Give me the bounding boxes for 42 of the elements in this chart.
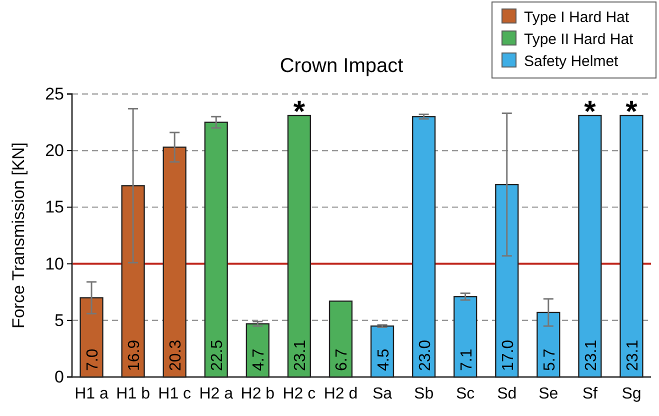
annotation: * bbox=[293, 96, 306, 129]
data-label: 5.7 bbox=[541, 348, 558, 371]
annotation: * bbox=[626, 96, 638, 129]
legend-label: Type II Hard Hat bbox=[524, 31, 634, 48]
data-label: 23.1 bbox=[582, 340, 600, 371]
x-tick-label: H2 d bbox=[324, 385, 358, 402]
x-tick-label: Sb bbox=[414, 385, 434, 402]
annotation: * bbox=[584, 96, 596, 129]
data-label: 20.3 bbox=[168, 340, 185, 371]
data-label: 23.1 bbox=[292, 340, 310, 371]
data-label: 7.1 bbox=[458, 348, 476, 371]
y-tick-label: 10 bbox=[45, 254, 64, 274]
x-tick-label: H2 a bbox=[199, 385, 234, 402]
legend-label: Safety Helmet bbox=[524, 53, 620, 70]
x-tick-label: Se bbox=[538, 385, 558, 402]
x-tick-label: Sf bbox=[582, 385, 598, 402]
x-tick-label: H1 a bbox=[74, 385, 109, 402]
y-tick-label: 25 bbox=[45, 84, 64, 104]
data-label: 23.1 bbox=[624, 340, 642, 371]
data-label: 22.5 bbox=[209, 340, 226, 371]
data-label: 7.0 bbox=[84, 348, 102, 371]
data-label: 17.0 bbox=[500, 340, 517, 371]
y-axis-title: Force Transmission [KN] bbox=[9, 142, 28, 329]
legend-label: Type I Hard Hat bbox=[524, 9, 630, 26]
data-label: 4.5 bbox=[375, 348, 392, 371]
data-label: 4.7 bbox=[250, 348, 268, 371]
y-tick-label: 0 bbox=[54, 367, 64, 386]
x-tick-label: H1 b bbox=[116, 385, 150, 402]
x-tick-label: H2 c bbox=[282, 385, 316, 402]
data-label: 6.7 bbox=[334, 348, 351, 371]
x-tick-label: H2 b bbox=[240, 385, 275, 402]
chart-title: Crown Impact bbox=[280, 55, 404, 77]
y-tick-label: 5 bbox=[54, 310, 64, 330]
x-tick-label: Sg bbox=[622, 385, 642, 402]
y-tick-label: 15 bbox=[45, 198, 64, 217]
data-label: 16.9 bbox=[126, 340, 144, 371]
x-tick-label: H1 c bbox=[158, 385, 192, 402]
x-tick-label: Sc bbox=[456, 385, 475, 402]
y-tick-label: 20 bbox=[45, 141, 64, 160]
x-tick-label: Sd bbox=[497, 385, 517, 402]
x-tick-label: Sa bbox=[372, 385, 392, 402]
data-label: 23.0 bbox=[416, 340, 434, 371]
